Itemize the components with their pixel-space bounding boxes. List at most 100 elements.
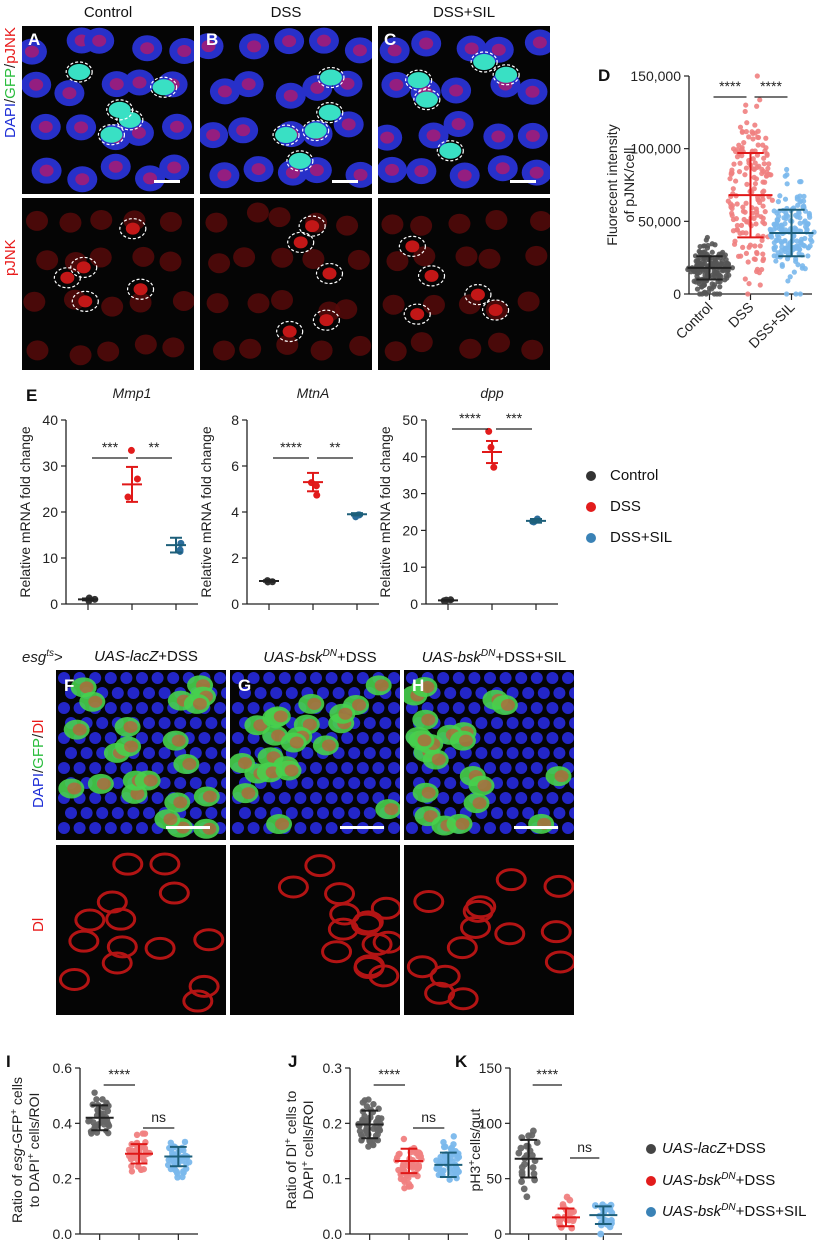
- data-point: [407, 1149, 414, 1156]
- dl-signal: [202, 790, 217, 803]
- nucleus: [198, 732, 211, 744]
- data-point: [564, 1214, 572, 1222]
- scale-bar: [514, 826, 558, 829]
- data-point: [568, 1224, 576, 1232]
- data-point: [730, 146, 737, 152]
- data-point: [696, 278, 702, 284]
- dl-signal: [477, 779, 492, 792]
- significance-label: ****: [378, 1066, 400, 1082]
- data-point: [744, 219, 750, 225]
- panel-letter-i: I: [6, 1052, 11, 1071]
- data-point: [699, 263, 705, 269]
- data-point: [771, 208, 777, 214]
- data-point: [142, 1148, 150, 1155]
- nucleus: [143, 717, 155, 729]
- micrograph-merge: B: [200, 26, 372, 194]
- data-point: [374, 1117, 381, 1124]
- data-point: [746, 157, 752, 164]
- significance-label: ****: [760, 78, 782, 94]
- data-point: [600, 1209, 608, 1217]
- data-point: [730, 191, 736, 197]
- data-point: [93, 1129, 101, 1136]
- data-point: [449, 1149, 456, 1156]
- data-point: [565, 1216, 573, 1224]
- data-point: [740, 244, 746, 250]
- nucleus: [247, 702, 260, 714]
- data-point: [761, 221, 768, 227]
- data-point: [702, 277, 708, 283]
- data-point: [795, 202, 801, 208]
- nucleus: [388, 762, 400, 774]
- data-point: [752, 160, 758, 166]
- data-point: [183, 1154, 191, 1161]
- nucleus-signal: [131, 126, 146, 139]
- data-point: [412, 1159, 420, 1167]
- data-point: [91, 1123, 99, 1130]
- data-point: [440, 1143, 448, 1151]
- data-point: [407, 1146, 415, 1153]
- data-point: [132, 1152, 139, 1160]
- dl-signal: [96, 777, 111, 790]
- nucleus-signal: [387, 44, 402, 57]
- data-point: [787, 241, 793, 247]
- data-point: [791, 232, 797, 239]
- gfp-cell: [100, 126, 123, 143]
- nucleus-signal: [419, 37, 434, 50]
- data-point: [686, 265, 692, 271]
- data-point: [450, 1141, 457, 1148]
- dl-signal: [338, 707, 353, 720]
- data-point: [734, 146, 741, 153]
- data-point: [740, 208, 747, 214]
- micrograph-dl: [404, 845, 574, 1015]
- nucleus-signal: [310, 81, 325, 94]
- data-point: [525, 1132, 532, 1140]
- data-point: [569, 1217, 577, 1225]
- nucleus: [546, 702, 559, 714]
- data-point: [407, 1183, 414, 1190]
- data-point: [135, 1144, 143, 1152]
- data-point: [700, 243, 707, 249]
- data-point: [710, 263, 716, 270]
- data-point: [705, 271, 711, 277]
- data-point: [773, 221, 780, 227]
- data-point: [133, 1147, 140, 1155]
- data-point: [695, 259, 701, 265]
- nucleus-signal: [414, 165, 429, 178]
- data-point: [414, 1165, 421, 1172]
- cell-outline: [298, 215, 326, 237]
- nucleus: [437, 702, 450, 714]
- cell-outline: [417, 265, 446, 287]
- data-point: [447, 1155, 454, 1162]
- data-point: [133, 1139, 141, 1147]
- data-point: [179, 1154, 186, 1161]
- micrograph-dl: [56, 845, 226, 1015]
- y-axis-label: Fluorecent intensity of pJNK/cell: [604, 124, 637, 245]
- nucleus-signal: [159, 211, 182, 232]
- data-point: [701, 256, 707, 262]
- data-point: [785, 241, 791, 248]
- nucleus: [58, 822, 70, 834]
- data-point: [755, 142, 761, 148]
- data-point: [176, 547, 184, 555]
- nucleus: [127, 687, 140, 699]
- nucleus: [189, 777, 202, 789]
- cell-outline: [53, 267, 81, 289]
- pjnk-spot: [488, 304, 503, 317]
- data-point: [751, 174, 757, 180]
- nucleus: [158, 717, 171, 729]
- dl-signal: [352, 699, 367, 712]
- data-point: [808, 232, 814, 238]
- data-point: [782, 221, 788, 227]
- data-point: [805, 245, 811, 251]
- panel-letter-c: C: [384, 30, 397, 49]
- nucleus: [143, 807, 155, 819]
- data-point: [528, 1151, 536, 1159]
- column-title: Control: [83, 4, 133, 21]
- data-point: [709, 286, 715, 292]
- data-point: [170, 1164, 178, 1171]
- nucleus: [317, 717, 329, 729]
- data-point: [727, 176, 733, 182]
- data-point: [523, 1142, 531, 1150]
- data-point: [740, 230, 746, 236]
- data-point: [440, 597, 448, 605]
